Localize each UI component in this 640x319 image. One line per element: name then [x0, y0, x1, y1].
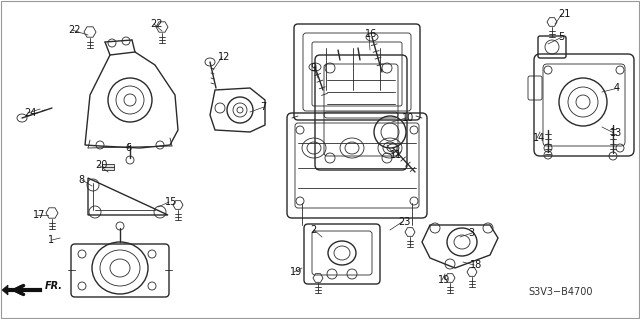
Text: 5: 5 [558, 32, 564, 42]
Text: 22: 22 [68, 25, 81, 35]
Text: 12: 12 [218, 52, 230, 62]
Text: 2: 2 [310, 225, 316, 235]
Text: 11: 11 [390, 150, 403, 160]
Text: 3: 3 [468, 228, 474, 238]
Text: 23: 23 [398, 217, 410, 227]
Text: S3V3−B4700: S3V3−B4700 [528, 287, 593, 297]
Text: 19: 19 [438, 275, 451, 285]
Text: 16: 16 [365, 29, 377, 39]
Bar [102, 164, 114, 170]
Text: 10: 10 [402, 113, 414, 123]
Text: 19: 19 [290, 267, 302, 277]
Text: 8: 8 [78, 175, 84, 185]
Text: 21: 21 [558, 9, 570, 19]
Text: 4: 4 [614, 83, 620, 93]
Text: 13: 13 [610, 128, 622, 138]
Text: FR.: FR. [45, 281, 63, 291]
Text: 22: 22 [150, 19, 163, 29]
Text: 17: 17 [33, 210, 45, 220]
Text: 1: 1 [48, 235, 54, 245]
Text: 14: 14 [533, 133, 545, 143]
Text: 6: 6 [125, 143, 131, 153]
Text: 15: 15 [165, 197, 177, 207]
Text: 20: 20 [95, 160, 108, 170]
Text: 7: 7 [260, 102, 266, 112]
FancyArrowPatch shape [14, 286, 39, 294]
Text: 24: 24 [24, 108, 36, 118]
Polygon shape [2, 285, 8, 295]
Text: 9: 9 [310, 63, 316, 73]
Text: 18: 18 [470, 260, 483, 270]
